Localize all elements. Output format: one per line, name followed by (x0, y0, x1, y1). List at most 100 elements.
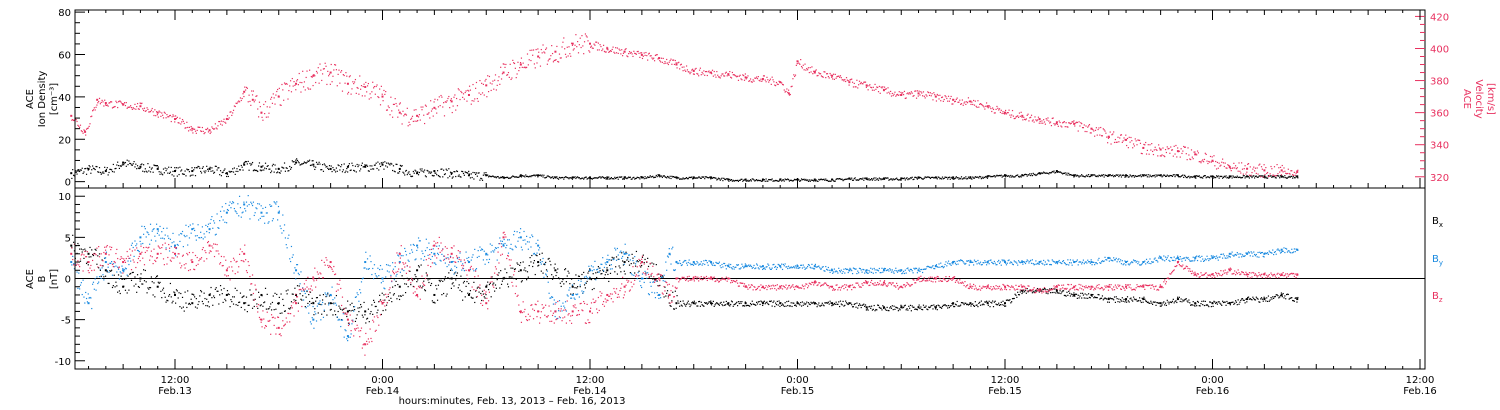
series-bot-0-sample (717, 303, 719, 305)
series-top-0-sample (1091, 174, 1093, 177)
series-top-0-sample (987, 175, 989, 177)
series-top-0-sample (899, 179, 901, 181)
series-top-1-sample (1187, 147, 1189, 149)
series-top-1-sample (1036, 120, 1038, 122)
series-bot-0-sample (1138, 299, 1140, 302)
series-top-0-sample (124, 161, 127, 164)
series-top-1-sample (1266, 172, 1268, 175)
series-top-1-sample (1166, 146, 1168, 148)
series-top-1-sample (848, 84, 850, 86)
series-bot-0-sample (1190, 304, 1192, 306)
series-bot-0-sample (162, 289, 164, 291)
series-bot-0-sample (1071, 293, 1073, 296)
series-top-0-sample (543, 174, 545, 176)
series-top-0-sample (477, 172, 479, 174)
series-top-0-sample (1078, 176, 1080, 178)
series-top-1-sample (1279, 166, 1282, 168)
series-top-1-sample (739, 74, 741, 76)
series-top-0-sample (594, 177, 596, 179)
series-top-1-point (1004, 111, 1006, 114)
series-top-1-sample (896, 93, 899, 96)
series-bot-0-sample (79, 260, 82, 262)
series-top-1-sample (1112, 133, 1114, 135)
series-bot-1-sample (234, 210, 236, 212)
series-top-0-sample (1247, 176, 1250, 178)
series-top-1-sample (175, 115, 177, 117)
series-top-0-sample (697, 177, 699, 179)
series-top-0-sample (887, 177, 889, 179)
series-bot-0-sample (1121, 297, 1123, 299)
series-top-0-sample (379, 163, 381, 165)
series-bot-1-sample (85, 291, 87, 294)
series-top-1-sample (984, 108, 986, 110)
series-bot-0-sample (1145, 300, 1147, 302)
series-top-0-sample (449, 175, 451, 177)
series-bot-0-sample (742, 305, 744, 307)
series-top-1-sample (625, 48, 627, 50)
series-bot-0-sample (379, 294, 381, 296)
series-top-1-sample (367, 82, 370, 85)
series-bot-1-sample (100, 277, 102, 280)
series-top-1-sample (158, 110, 160, 112)
series-bot-0-sample (633, 262, 635, 264)
series-bot-0-sample (645, 272, 647, 274)
series-top-0-sample (398, 170, 401, 173)
series-bot-0-sample (461, 290, 463, 293)
series-top-0-sample (1218, 177, 1220, 179)
series-bot-0-sample (781, 304, 783, 306)
series-top-0-sample (495, 177, 497, 179)
series-top-0-sample (571, 178, 574, 180)
series-bot-0-sample (642, 254, 644, 256)
series-top-1-sample (942, 100, 944, 102)
series-bot-0-sample (643, 261, 645, 264)
series-top-1-sample (685, 70, 687, 72)
series-bot-0-sample (266, 293, 268, 295)
series-top-0-sample (1232, 175, 1234, 177)
series-bot-0-sample (1056, 292, 1059, 294)
series-bot-0-sample (475, 290, 477, 292)
series-top-0-sample (1026, 175, 1028, 177)
series-top-0-sample (192, 174, 194, 176)
series-bot-0-sample (318, 303, 320, 305)
series-top-0-sample (1237, 176, 1239, 179)
series-top-0-sample (694, 177, 696, 179)
series-top-0-sample (1030, 173, 1033, 175)
series-top-0-sample (309, 164, 312, 167)
series-bot-0-sample (798, 303, 800, 305)
series-top-1-point (692, 69, 695, 72)
series-bot-0-point (1280, 293, 1283, 296)
series-bot-0-sample (1038, 291, 1040, 293)
series-bot-0-sample (538, 264, 540, 266)
series-bot-0-sample (774, 305, 776, 308)
series-top-1-sample (909, 92, 911, 94)
series-top-0-sample (551, 176, 554, 178)
series-bot-0-sample (1233, 303, 1235, 305)
series-bot-1-sample (360, 281, 363, 283)
series-top-0-sample (791, 180, 793, 182)
series-top-0-sample (1104, 174, 1106, 176)
series-bot-1-sample (128, 263, 130, 266)
series-bot-1-sample (159, 225, 161, 228)
series-top-1-sample (906, 93, 908, 95)
series-top-1-sample (294, 84, 296, 87)
series-top-0-sample (277, 167, 280, 170)
series-top-1-sample (606, 46, 608, 49)
series-bot-0-sample (567, 270, 569, 272)
series-bot-0-sample (1139, 300, 1142, 302)
series-bot-0-sample (206, 298, 208, 300)
series-bot-0-sample (222, 301, 224, 304)
series-top-0-sample (582, 177, 584, 179)
series-top-0-sample (251, 161, 254, 164)
series-top-0-sample (1295, 175, 1297, 177)
series-bot-1-sample (366, 258, 369, 260)
series-top-1-sample (1192, 158, 1194, 160)
series-bot-1-sample (111, 274, 114, 276)
series-top-1-point (433, 106, 436, 109)
series-top-0-sample (338, 164, 340, 167)
series-top-0-sample (666, 177, 668, 179)
series-top-1-sample (277, 95, 280, 97)
series-top-1-sample (283, 99, 285, 101)
series-bot-0-sample (481, 299, 483, 302)
series-top-1-sample (400, 113, 402, 115)
series-bot-0-sample (183, 310, 185, 312)
